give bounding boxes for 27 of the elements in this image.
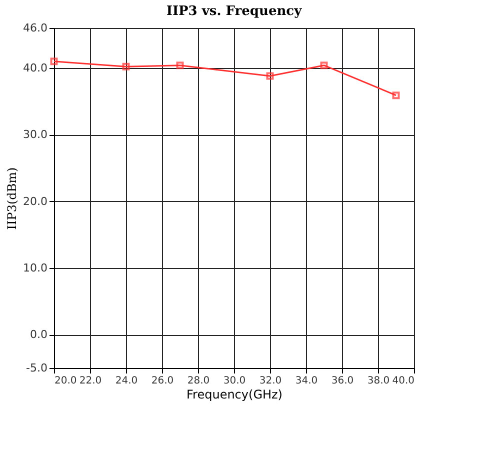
y-tick-label: 0.0: [30, 328, 48, 342]
point: [266, 72, 274, 80]
x-tick-label: 30.0: [223, 376, 246, 386]
y-tick-label: 10.0: [23, 262, 48, 274]
chart-title: IIP3 vs. Frequency: [166, 4, 302, 19]
y-axis-title: IIP3(dBm): [5, 167, 20, 230]
x-tick-label: 36.0: [331, 376, 354, 386]
x-tick-label: 26.0: [151, 376, 174, 386]
y-tick-label: 40.0: [23, 62, 48, 74]
point: [176, 62, 184, 70]
y-tick-label: 30.0: [23, 128, 48, 142]
point: [50, 58, 58, 66]
y-tick-label: 20.0: [23, 194, 48, 208]
x-tick-label: 38.0: [367, 376, 390, 386]
y-tick-label: -5.0: [26, 362, 48, 374]
x-tick-label: 28.0: [187, 376, 210, 386]
x-tick-label: 24.0: [115, 376, 138, 386]
x-tick-label: 22.0: [79, 376, 102, 386]
x-tick-label: 20.0: [54, 376, 77, 386]
y-tick-label: 46.0: [23, 22, 48, 34]
x-tick-label: 40.0: [392, 376, 414, 386]
x-tick-label: 32.0: [259, 376, 282, 386]
point: [320, 62, 328, 70]
x-axis-title: Frequency(GHz): [186, 388, 282, 402]
point: [392, 92, 400, 100]
x-tick-label: 34.0: [295, 376, 318, 386]
point: [122, 62, 130, 70]
